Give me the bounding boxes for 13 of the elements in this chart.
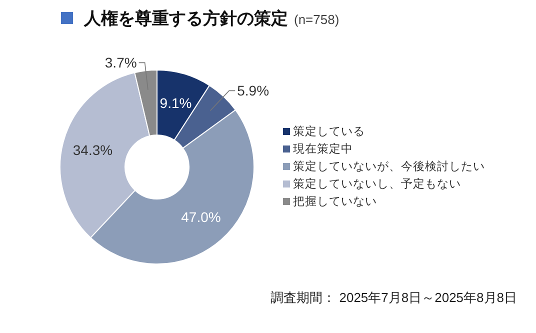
chart-subtitle: (n=758): [294, 12, 340, 27]
legend-label: 把握していない: [293, 195, 377, 208]
legend-label: 策定している: [293, 124, 365, 138]
legend-label: 現在策定中: [293, 142, 353, 156]
legend-label: 策定していないが、今後検討したい: [293, 159, 485, 173]
chart-title: 人権を尊重する方針の策定: [84, 9, 288, 28]
data-label: 47.0%: [181, 208, 221, 225]
data-label: 5.9%: [237, 82, 270, 99]
text: 調査期間： 2025年7月8日～2025年8月8日: [270, 290, 517, 305]
data-label: 9.1%: [160, 95, 192, 112]
data-label: 3.7%: [104, 54, 137, 71]
legend-label: 策定していないし、予定もない: [293, 176, 461, 190]
data-label: 34.3%: [72, 142, 113, 158]
